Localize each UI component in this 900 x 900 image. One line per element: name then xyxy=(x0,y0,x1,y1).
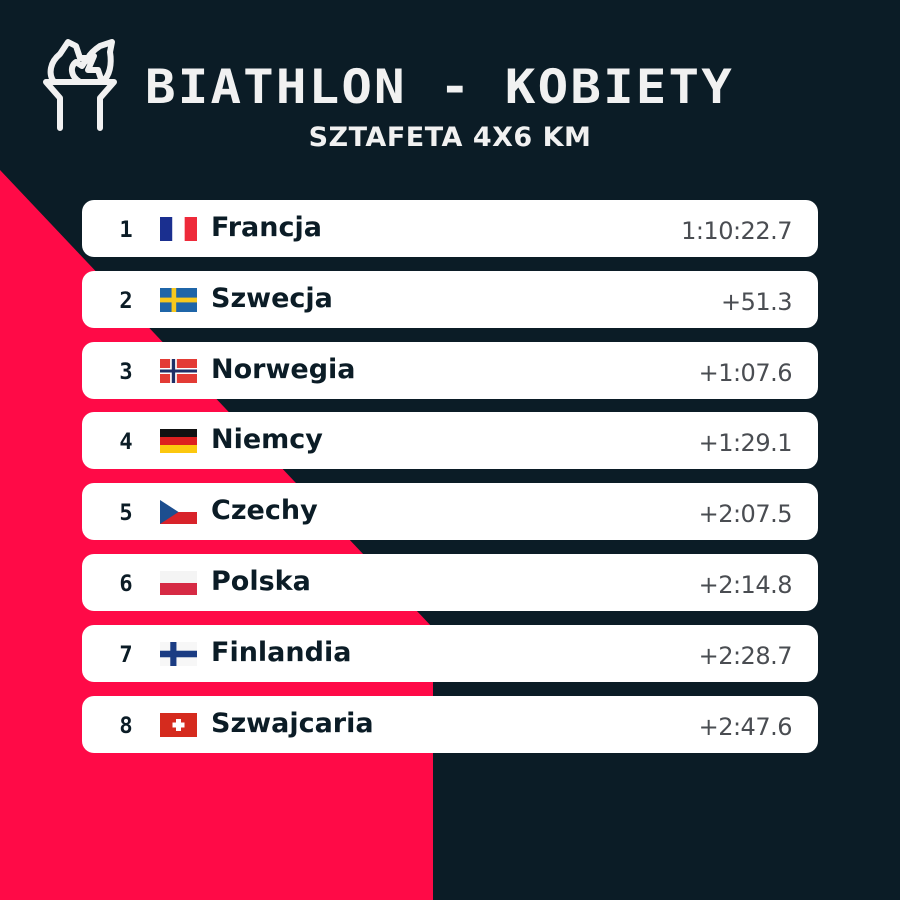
result-time: +2:07.5 xyxy=(698,500,793,528)
flag-norway-icon xyxy=(160,359,197,383)
result-time: +2:28.7 xyxy=(698,642,793,670)
result-time: 1:10:22.7 xyxy=(681,217,792,245)
result-row: 8 Szwajcaria +2:47.6 xyxy=(82,696,818,753)
country-name: Finlandia xyxy=(211,637,352,668)
page-title: BIATHLON - KOBIETY xyxy=(145,60,734,115)
result-row: 6 Polska +2:14.8 xyxy=(82,554,818,611)
flag-poland-icon xyxy=(160,571,197,595)
result-time: +2:47.6 xyxy=(698,713,793,741)
rank: 4 xyxy=(119,430,133,455)
country-name: Francja xyxy=(211,212,322,243)
result-time: +51.3 xyxy=(720,288,793,316)
country-name: Niemcy xyxy=(211,424,323,455)
result-row: 7 Finlandia +2:28.7 xyxy=(82,625,818,682)
result-row: 3 Norwegia +1:07.6 xyxy=(82,342,818,399)
rank: 6 xyxy=(119,572,133,597)
flag-france-icon xyxy=(160,217,197,241)
result-row: 2 Szwecja +51.3 xyxy=(82,271,818,328)
country-name: Norwegia xyxy=(211,354,356,385)
rank: 1 xyxy=(119,218,133,243)
result-time: +2:14.8 xyxy=(698,571,793,599)
flag-czechia-icon xyxy=(160,500,197,524)
country-name: Polska xyxy=(211,566,311,597)
result-row: 1 Francja 1:10:22.7 xyxy=(82,200,818,257)
header: BIATHLON - KOBIETY SZTAFETA 4X6 KM xyxy=(0,0,900,170)
country-name: Szwecja xyxy=(211,283,333,314)
country-name: Szwajcaria xyxy=(211,708,374,739)
rank: 2 xyxy=(119,289,133,314)
rank: 3 xyxy=(119,360,133,385)
country-name: Czechy xyxy=(211,495,318,526)
result-row: 4 Niemcy +1:29.1 xyxy=(82,412,818,469)
flag-sweden-icon xyxy=(160,288,197,312)
page-subtitle: SZTAFETA 4X6 KM xyxy=(0,122,900,153)
flag-germany-icon xyxy=(160,429,197,453)
rank: 7 xyxy=(119,643,133,668)
subtitle-text: SZTAFETA 4X6 KM xyxy=(308,122,592,153)
flag-switzerland-icon xyxy=(160,713,197,737)
flag-finland-icon xyxy=(160,642,197,666)
result-row: 5 Czechy +2:07.5 xyxy=(82,483,818,540)
olympic-torch-icon xyxy=(43,39,117,131)
result-time: +1:29.1 xyxy=(698,429,793,457)
rank: 8 xyxy=(119,714,133,739)
rank: 5 xyxy=(119,501,133,526)
result-time: +1:07.6 xyxy=(698,359,793,387)
